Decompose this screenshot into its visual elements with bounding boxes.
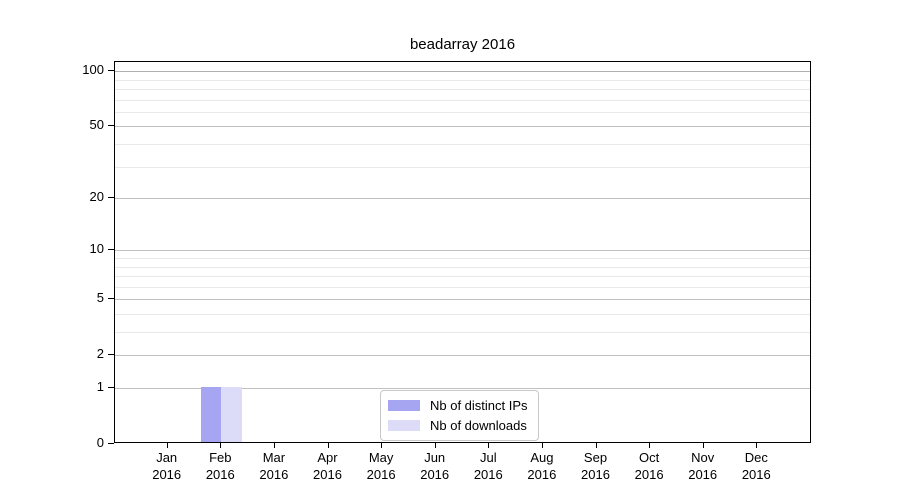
legend-item-downloads: Nb of downloads [388,418,528,433]
legend-item-distinct-ips: Nb of distinct IPs [388,398,528,413]
y-tick-mark [108,125,114,127]
gridline-major [115,126,810,128]
gridline-major [115,71,810,73]
x-tick-label: Oct 2016 [634,450,664,482]
legend-swatch-downloads-icon [388,420,420,431]
x-tick-label: Dec 2016 [741,450,771,482]
gridline-minor [115,166,810,168]
x-tick-mark [434,443,436,448]
y-tick-label: 5 [96,290,104,306]
x-tick-mark [273,443,275,448]
bar-nb-of-downloads [221,387,242,442]
y-tick-label: 0 [96,435,104,450]
gridline-major [115,198,810,199]
y-tick-label: 10 [89,241,104,257]
gridline-minor [115,332,810,333]
gridline-minor [115,257,810,259]
gridline-minor [115,79,810,81]
y-tick-mark [108,197,114,198]
plot-area: Nb of distinct IPs Nb of downloads [114,61,811,443]
gridline-minor [115,111,810,113]
y-tick-label: 100 [82,62,104,78]
x-tick-mark [649,443,651,448]
gridline-minor [115,286,810,288]
x-tick-label: Mar 2016 [259,450,289,482]
x-tick-label: Jan 2016 [152,450,182,482]
y-tick-label: 1 [96,379,104,394]
legend-swatch-distinct-ips-icon [388,400,420,411]
bar-nb-of-distinct-ips [200,387,222,442]
y-tick-mark [108,298,114,300]
x-tick-mark [595,443,597,448]
x-tick-mark [702,443,704,448]
y-tick-mark [108,249,114,251]
x-tick-label: Feb 2016 [205,450,235,482]
y-tick-mark [108,443,114,444]
y-tick-mark [108,387,114,388]
x-tick-mark [220,443,222,448]
x-tick-label: Jul 2016 [473,450,503,482]
x-tick-mark [381,443,383,448]
x-tick-mark [756,443,758,448]
gridline-minor [115,276,810,277]
x-tick-label: Sep 2016 [581,450,610,482]
x-tick-mark [327,443,329,448]
x-tick-mark [541,443,543,448]
legend: Nb of distinct IPs Nb of downloads [380,390,539,441]
x-tick-label: Aug 2016 [527,450,557,482]
x-tick-label: Apr 2016 [313,450,342,482]
y-tick-label: 50 [89,117,104,133]
gridline-major [115,299,810,301]
gridline-minor [115,143,810,145]
gridline-minor [115,88,810,90]
chart-title: beadarray 2016 [409,36,516,53]
y-tick-label: 20 [89,189,104,204]
legend-label-downloads: Nb of downloads [430,418,527,433]
gridline-major [115,388,810,389]
legend-label-distinct-ips: Nb of distinct IPs [430,398,528,413]
gridline-minor [115,313,810,315]
x-tick-mark [166,443,168,448]
y-tick-label: 2 [96,346,104,362]
x-tick-label: Nov 2016 [688,450,718,482]
gridline-minor [115,266,810,268]
x-tick-label: May 2016 [366,450,396,482]
x-tick-label: Jun 2016 [420,450,450,482]
gridline-major [115,355,810,357]
gridline-minor [115,99,810,101]
y-tick-mark [108,70,114,72]
y-tick-mark [108,354,114,356]
x-tick-mark [488,443,490,448]
gridline-major [115,250,810,252]
